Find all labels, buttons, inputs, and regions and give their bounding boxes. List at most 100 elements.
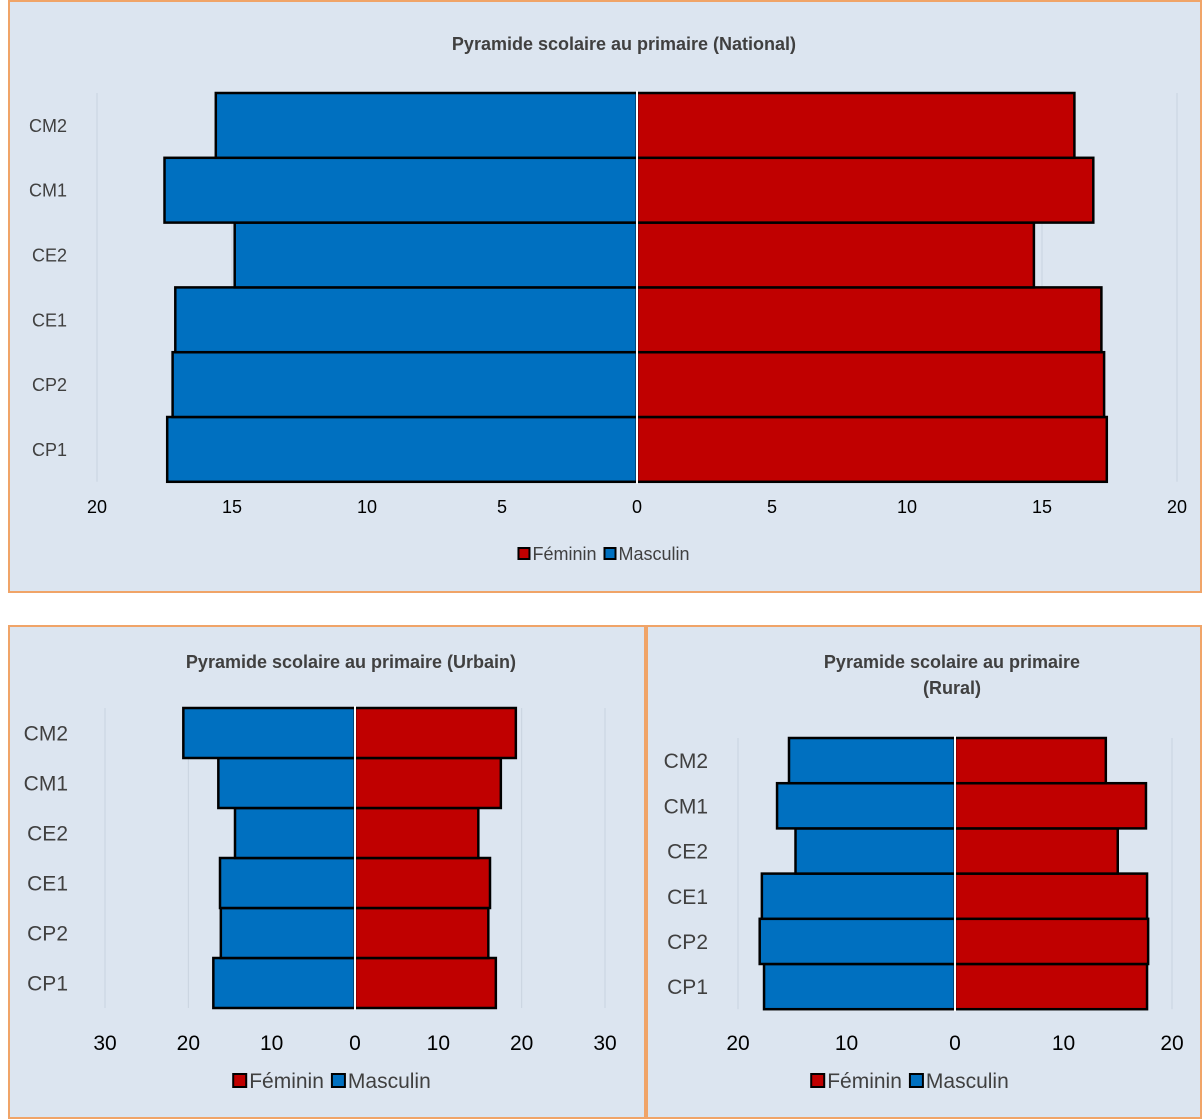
x-tick-label: 20 xyxy=(726,1032,749,1055)
legend-swatch-feminin xyxy=(232,1073,248,1088)
x-tick-label: 30 xyxy=(93,1032,116,1055)
category-label: CE1 xyxy=(667,886,708,909)
bar-masculin-ce2 xyxy=(233,806,357,860)
chart-rural: Pyramide scolaire au primaire (Rural) CP1 C… xyxy=(664,652,1184,1093)
bar-feminin-cp1 xyxy=(635,415,1109,484)
category-label: CM2 xyxy=(24,723,68,746)
bar-feminin-ce1 xyxy=(953,872,1149,921)
category-label: CE2 xyxy=(27,823,68,846)
bar-feminin-ce2 xyxy=(353,806,480,860)
x-tick-label: 20 xyxy=(1160,1032,1183,1055)
bar-feminin-ce1 xyxy=(635,286,1103,354)
legend-swatch-feminin xyxy=(517,547,531,560)
bar-masculin-ce1 xyxy=(760,872,957,921)
bar-feminin-cm2 xyxy=(953,736,1108,785)
x-tick-label: 20 xyxy=(177,1032,200,1055)
bar-feminin-ce1 xyxy=(353,856,492,910)
bar-feminin-ce2 xyxy=(953,827,1119,875)
category-label: CP2 xyxy=(27,923,68,946)
category-label: CE2 xyxy=(32,245,67,265)
legend-label-masculin: Masculin xyxy=(926,1070,1009,1093)
bar-masculin-cm2 xyxy=(787,736,957,785)
x-tick-label: 0 xyxy=(349,1032,361,1055)
bar-feminin-cp2 xyxy=(353,906,490,960)
legend-swatch-masculin xyxy=(330,1073,346,1088)
bar-feminin-cp2 xyxy=(953,917,1150,966)
chart-urbain: Pyramide scolaire au primaire (Urbain) CP… xyxy=(24,652,617,1093)
bar-feminin-cm1 xyxy=(635,156,1095,224)
x-tick-label: 5 xyxy=(497,497,507,517)
x-tick-label: 0 xyxy=(949,1032,961,1055)
category-label: CE1 xyxy=(32,310,67,330)
x-tick-label: 10 xyxy=(260,1032,283,1055)
legend-swatch-masculin xyxy=(603,547,617,560)
chart-title: Pyramide scolaire au primaire (Urbain) xyxy=(186,652,516,672)
category-label: CP1 xyxy=(27,973,68,996)
category-label: CP1 xyxy=(32,440,67,460)
bar-masculin-cp1 xyxy=(762,962,957,1011)
legend-label-feminin: Féminin xyxy=(827,1070,902,1093)
x-tick-label: 10 xyxy=(357,497,377,517)
bar-feminin-cp1 xyxy=(953,962,1149,1011)
chart-national: Pyramide scolaire au primaire (National)… xyxy=(29,34,1187,564)
category-label: CM2 xyxy=(29,116,67,136)
chart-title: (Rural) xyxy=(923,678,981,698)
legend: Féminin Masculin xyxy=(810,1070,1009,1093)
bar-masculin-ce2 xyxy=(794,827,957,875)
bar-feminin-ce2 xyxy=(635,221,1036,289)
x-tick-label: 30 xyxy=(593,1032,616,1055)
chart-title: Pyramide scolaire au primaire (National) xyxy=(452,34,796,54)
x-tick-label: 20 xyxy=(1167,497,1187,517)
bar-feminin-cm1 xyxy=(353,756,503,810)
chart-title: Pyramide scolaire au primaire xyxy=(824,652,1080,672)
category-label: CP2 xyxy=(32,375,67,395)
category-label: CE2 xyxy=(667,841,708,864)
x-tick-label: 10 xyxy=(427,1032,450,1055)
legend-label-feminin: Féminin xyxy=(249,1070,324,1093)
x-tick-label: 20 xyxy=(510,1032,533,1055)
chart-panel-urbain: Pyramide scolaire au primaire (Urbain) CP… xyxy=(8,625,646,1119)
bar-feminin-cp2 xyxy=(635,350,1106,419)
legend-label-masculin: Masculin xyxy=(348,1070,431,1093)
legend: Féminin Masculin xyxy=(232,1070,431,1093)
bar-masculin-ce1 xyxy=(218,856,357,910)
category-label: CP1 xyxy=(667,976,708,999)
category-label: CE1 xyxy=(27,873,68,896)
x-tick-label: 10 xyxy=(897,497,917,517)
x-tick-label: 15 xyxy=(222,497,242,517)
bar-feminin-cm2 xyxy=(353,706,518,760)
category-label: CM1 xyxy=(24,773,68,796)
bar-masculin-cm1 xyxy=(163,156,639,224)
bar-masculin-cp1 xyxy=(165,415,639,484)
bar-masculin-cp2 xyxy=(171,350,639,419)
bar-feminin-cp1 xyxy=(353,956,498,1010)
x-tick-label: 0 xyxy=(632,497,642,517)
x-tick-label: 15 xyxy=(1032,497,1052,517)
bar-masculin-cm2 xyxy=(182,706,357,760)
legend-label-feminin: Féminin xyxy=(532,544,596,564)
x-tick-label: 5 xyxy=(767,497,777,517)
x-tick-label: 10 xyxy=(1052,1032,1075,1055)
bar-masculin-cp1 xyxy=(212,956,357,1010)
bar-masculin-cm1 xyxy=(775,781,957,830)
bar-masculin-cm1 xyxy=(217,756,357,810)
bar-masculin-cp2 xyxy=(219,906,357,960)
category-label: CM1 xyxy=(664,795,708,818)
legend-swatch-feminin xyxy=(810,1073,826,1088)
legend-label-masculin: Masculin xyxy=(619,544,690,564)
legend: Féminin Masculin xyxy=(517,544,690,564)
bar-masculin-ce1 xyxy=(174,286,639,354)
category-label: CM2 xyxy=(664,750,708,773)
bar-feminin-cm1 xyxy=(953,781,1148,830)
category-label: CM1 xyxy=(29,181,67,201)
chart-panel-rural: Pyramide scolaire au primaire (Rural) CP1 C… xyxy=(646,625,1202,1119)
x-tick-label: 20 xyxy=(87,497,107,517)
chart-panel-national: Pyramide scolaire au primaire (National)… xyxy=(8,0,1202,593)
bar-masculin-ce2 xyxy=(233,221,639,289)
bar-masculin-cm2 xyxy=(214,91,639,160)
bar-masculin-cp2 xyxy=(758,917,957,966)
bar-feminin-cm2 xyxy=(635,91,1076,160)
category-label: CP2 xyxy=(667,931,708,954)
x-tick-label: 10 xyxy=(835,1032,858,1055)
legend-swatch-masculin xyxy=(908,1073,924,1088)
